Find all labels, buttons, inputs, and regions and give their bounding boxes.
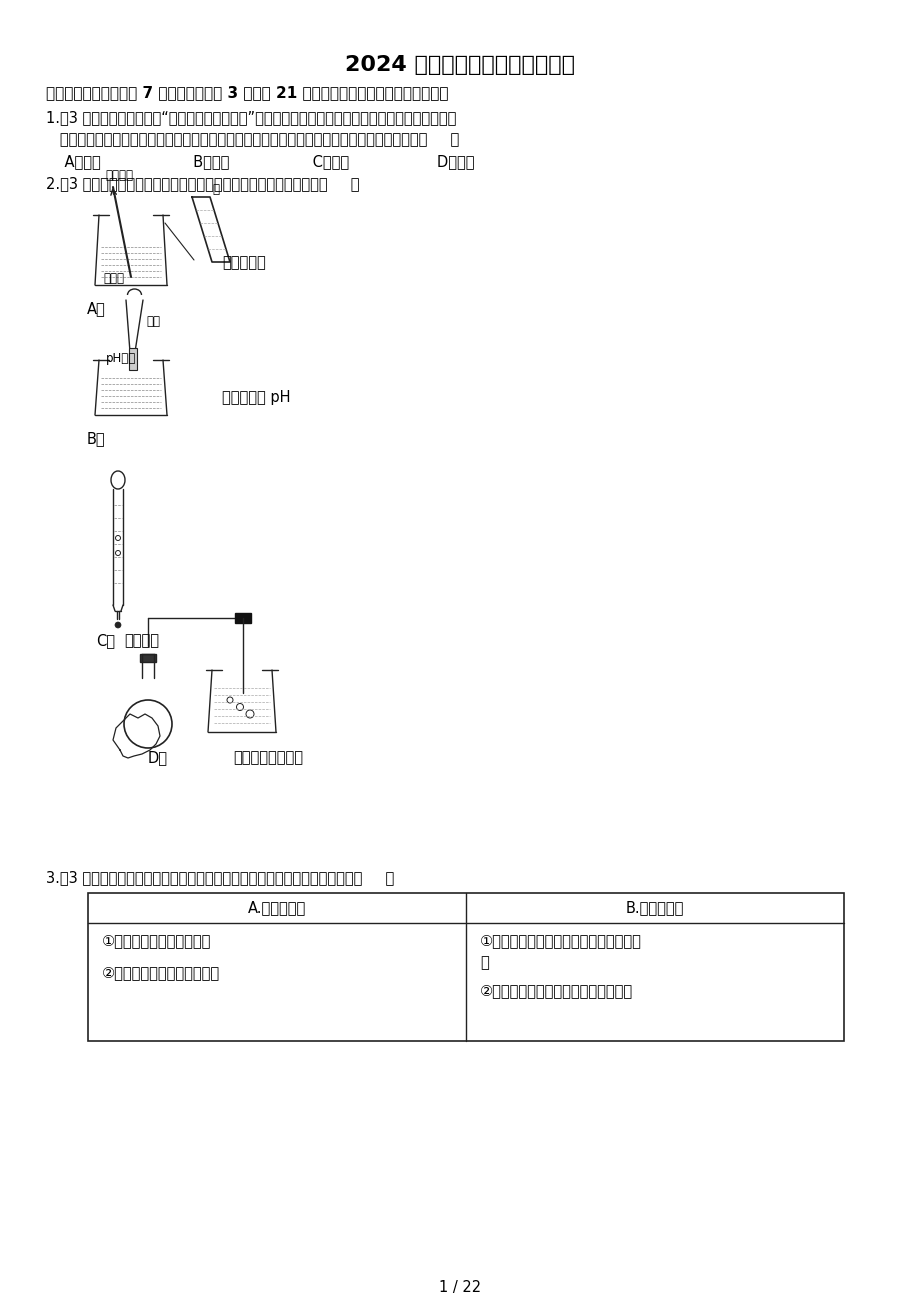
Circle shape — [115, 622, 121, 628]
Text: 文化遗产之一，对于研究我国传统生物发鬵工业具有极高的价值。下列过程涉及化学变化的是（     ）: 文化遗产之一，对于研究我国传统生物发鬵工业具有极高的价值。下列过程涉及化学变化的… — [46, 132, 459, 147]
Text: D．: D． — [148, 750, 168, 766]
Text: 稀释浓硫酸: 稀释浓硫酸 — [221, 255, 266, 270]
Text: ①可用熟石灰改良酸性土壤: ①可用熟石灰改良酸性土壤 — [102, 934, 211, 948]
Text: 不断摔拌: 不断摔拌 — [105, 169, 133, 182]
FancyBboxPatch shape — [140, 654, 156, 661]
Text: 镇子: 镇子 — [146, 315, 160, 328]
Text: 3.（3 分）归纳总结是学习化学的基本方法，下列知识点归纳有错误的一组是（     ）: 3.（3 分）归纳总结是学习化学的基本方法，下列知识点归纳有错误的一组是（ ） — [46, 870, 394, 885]
Text: 水: 水 — [211, 184, 219, 197]
Text: C．: C． — [96, 633, 115, 648]
Text: 检查装置的气密性: 检查装置的气密性 — [233, 750, 302, 766]
Text: 滴加液体: 滴加液体 — [124, 633, 159, 648]
Text: 源: 源 — [480, 954, 488, 970]
Text: pH试纸: pH试纸 — [106, 352, 136, 365]
Text: 一、选择题（本题包括 7 个小题，每小题 3 分，共 21 分，每小题只有一个选项符合题意）: 一、选择题（本题包括 7 个小题，每小题 3 分，共 21 分，每小题只有一个选… — [46, 85, 448, 100]
Bar — [88, 893, 843, 1042]
Text: ①化石燃料使用便捷，我们无需开发新能: ①化石燃料使用便捷，我们无需开发新能 — [480, 934, 641, 948]
Bar — [234, 613, 251, 622]
Bar — [129, 348, 137, 370]
Text: B.化学与能源: B.化学与能源 — [625, 900, 684, 915]
Text: ②煤、石油和天然气都属于可再生能源: ②煤、石油和天然气都属于可再生能源 — [480, 983, 632, 999]
Text: 2.（3 分）规范操作是实验成功的保证。以下实验基本操作正确的是（     ）: 2.（3 分）规范操作是实验成功的保证。以下实验基本操作正确的是（ ） — [46, 176, 359, 191]
Text: 测定溶液的 pH: 测定溶液的 pH — [221, 391, 290, 405]
Text: 1 / 22: 1 / 22 — [438, 1280, 481, 1295]
Text: A.化学与农业: A.化学与农业 — [247, 900, 306, 915]
Text: 2024 四川省遂宁市中考化学试卷: 2024 四川省遂宁市中考化学试卷 — [345, 55, 574, 76]
Text: B．: B． — [87, 431, 106, 447]
Text: ②合理使用化肥提高粮食产量: ②合理使用化肥提高粮食产量 — [102, 965, 220, 980]
Text: A．: A． — [87, 301, 106, 316]
Text: A．研磨                    B．发鬵                  C．蒸馏                   D．炁装: A．研磨 B．发鬵 C．蒸馏 D．炁装 — [46, 154, 474, 169]
Text: 1.（3 分）遂宁射洪市享有“子昂故里、诗酒之乡”的美誉，当地的蒸馏酒传统酿造技艺是国家级非物质: 1.（3 分）遂宁射洪市享有“子昂故里、诗酒之乡”的美誉，当地的蒸馏酒传统酿造技… — [46, 109, 456, 125]
Text: 浓硫酸: 浓硫酸 — [103, 272, 124, 285]
